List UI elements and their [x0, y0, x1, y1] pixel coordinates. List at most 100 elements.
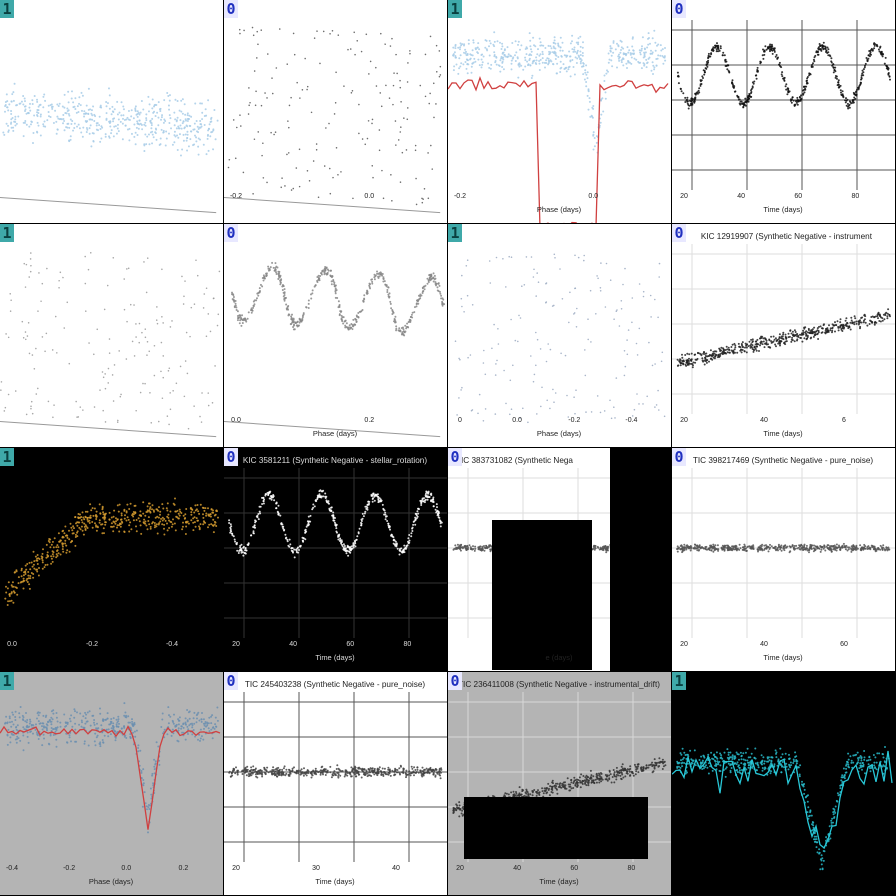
- data-point: [600, 262, 602, 264]
- data-point: [557, 45, 560, 48]
- data-point: [358, 527, 361, 530]
- data-point: [713, 357, 716, 360]
- data-point: [412, 523, 415, 526]
- data-point: [549, 45, 552, 48]
- data-point: [384, 43, 386, 46]
- data-point: [878, 320, 881, 322]
- data-point: [483, 545, 485, 547]
- data-point: [573, 48, 576, 51]
- data-point: [703, 353, 706, 355]
- data-point: [139, 514, 142, 517]
- data-point: [804, 85, 807, 88]
- data-point: [357, 311, 360, 314]
- x-axis-label: Phase (days): [313, 429, 358, 438]
- data-point: [78, 526, 81, 529]
- data-point: [400, 100, 402, 103]
- data-point: [114, 522, 117, 525]
- data-point: [31, 103, 34, 106]
- data-point: [181, 148, 184, 151]
- data-point: [137, 127, 140, 130]
- data-point: [229, 523, 232, 526]
- data-point: [423, 288, 426, 291]
- data-point: [650, 69, 653, 72]
- data-point: [315, 500, 318, 503]
- data-point: [311, 292, 314, 295]
- data-point: [155, 128, 158, 131]
- data-point: [760, 335, 763, 338]
- data-point: [193, 516, 196, 519]
- lightcurve-tile: 1: [0, 0, 223, 223]
- data-point: [66, 126, 69, 129]
- data-point: [715, 50, 718, 53]
- data-point: [742, 346, 744, 349]
- data-point: [136, 115, 139, 118]
- data-point: [188, 124, 191, 127]
- data-point: [885, 65, 888, 68]
- data-point: [7, 393, 10, 396]
- data-point: [151, 117, 154, 120]
- data-point: [213, 523, 216, 526]
- data-point: [184, 533, 187, 535]
- data-point: [763, 50, 765, 53]
- data-point: [117, 130, 120, 133]
- data-point: [676, 71, 679, 74]
- data-point: [81, 529, 84, 532]
- data-point: [212, 518, 215, 521]
- data-point: [22, 135, 25, 138]
- data-point: [611, 65, 614, 68]
- data-point: [169, 520, 172, 523]
- plot-background: [224, 448, 447, 671]
- data-point: [36, 570, 39, 573]
- data-point: [27, 577, 30, 580]
- data-point: [193, 122, 196, 125]
- data-point: [437, 290, 440, 293]
- data-point: [249, 101, 251, 104]
- data-point: [143, 143, 146, 146]
- data-point: [869, 51, 872, 54]
- data-point: [776, 57, 779, 60]
- data-point: [756, 338, 759, 341]
- data-point: [66, 301, 69, 304]
- data-point: [407, 537, 410, 540]
- data-point: [427, 152, 429, 154]
- data-point: [28, 102, 31, 105]
- data-point: [82, 516, 85, 519]
- data-point: [373, 278, 376, 281]
- data-point: [141, 331, 143, 334]
- data-point: [116, 100, 119, 103]
- data-point: [116, 518, 119, 521]
- data-point: [812, 335, 815, 338]
- data-point: [489, 67, 492, 70]
- data-point: [659, 54, 662, 57]
- data-point: [294, 321, 297, 324]
- data-point: [360, 50, 363, 53]
- data-point: [195, 130, 198, 133]
- data-point: [364, 143, 367, 146]
- data-point: [265, 272, 268, 275]
- data-point: [770, 47, 773, 50]
- data-point: [239, 544, 242, 547]
- data-point: [616, 309, 618, 311]
- data-point: [610, 59, 613, 62]
- data-point: [819, 45, 822, 47]
- data-point: [347, 48, 349, 51]
- data-point: [302, 312, 305, 315]
- data-point: [648, 341, 650, 344]
- data-point: [196, 504, 199, 506]
- data-point: [350, 545, 353, 548]
- data-point: [166, 502, 169, 505]
- data-point: [880, 316, 882, 319]
- data-point: [138, 119, 141, 122]
- data-point: [145, 143, 148, 146]
- data-point: [51, 550, 54, 553]
- data-point: [90, 145, 93, 148]
- data-point: [576, 57, 579, 60]
- data-point: [557, 42, 560, 45]
- data-point: [350, 323, 353, 326]
- data-point: [490, 63, 493, 66]
- data-point: [57, 546, 60, 549]
- data-point: [587, 318, 589, 320]
- data-point: [568, 321, 570, 324]
- data-point: [82, 533, 85, 536]
- data-point: [287, 152, 290, 154]
